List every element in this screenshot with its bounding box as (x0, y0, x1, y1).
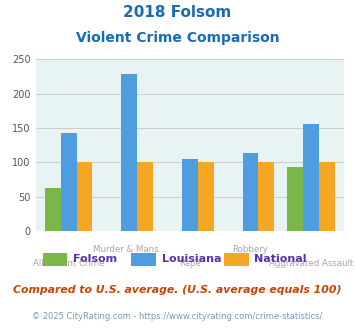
Text: © 2025 CityRating.com - https://www.cityrating.com/crime-statistics/: © 2025 CityRating.com - https://www.city… (32, 312, 323, 321)
Text: Murder & Mans...: Murder & Mans... (93, 245, 166, 254)
Text: 2018 Folsom: 2018 Folsom (124, 5, 231, 20)
Bar (198, 162, 214, 231)
Bar (45, 188, 61, 231)
Text: Folsom: Folsom (73, 254, 117, 264)
Bar (258, 162, 274, 231)
Bar (137, 162, 153, 231)
Text: Compared to U.S. average. (U.S. average equals 100): Compared to U.S. average. (U.S. average … (13, 285, 342, 295)
Bar (242, 153, 258, 231)
Text: Rape: Rape (179, 259, 201, 268)
Bar (121, 74, 137, 231)
Bar (303, 124, 319, 231)
Bar (77, 162, 92, 231)
Text: National: National (254, 254, 306, 264)
Bar (61, 133, 77, 231)
Bar (288, 167, 303, 231)
Text: Louisiana: Louisiana (162, 254, 221, 264)
Text: Aggravated Assault: Aggravated Assault (269, 259, 353, 268)
Text: All Violent Crime: All Violent Crime (33, 259, 105, 268)
Text: Robbery: Robbery (233, 245, 268, 254)
Bar (319, 162, 335, 231)
Bar (182, 159, 198, 231)
Text: Violent Crime Comparison: Violent Crime Comparison (76, 31, 279, 45)
